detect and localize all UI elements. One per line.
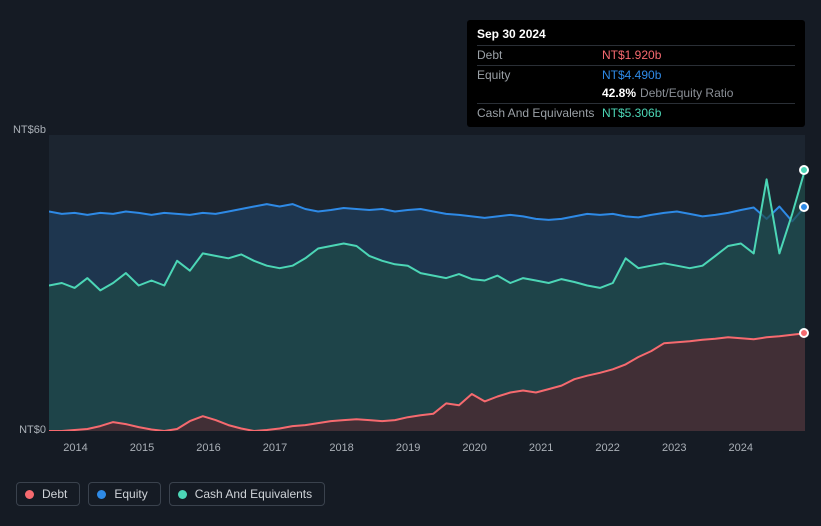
- x-axis: 2014 2015 2016 2017 2018 2019 2020 2021 2022 2023…: [49, 442, 805, 462]
- x-tick: 2016: [196, 442, 220, 454]
- series-end-marker: [799, 202, 809, 212]
- x-tick: 2021: [529, 442, 553, 454]
- tooltip-ratio-label: Debt/Equity Ratio: [640, 86, 733, 100]
- x-tick: 2019: [396, 442, 420, 454]
- x-tick: 2017: [263, 442, 287, 454]
- hover-tooltip: Sep 30 2024 Debt NT$1.920b Equity NT$4.4…: [467, 20, 805, 127]
- plot-svg: [49, 135, 805, 431]
- tooltip-label: Cash And Equivalents: [477, 105, 602, 122]
- x-tick: 2015: [130, 442, 154, 454]
- series-end-marker: [799, 328, 809, 338]
- tooltip-ratio-pct: 42.8%: [602, 86, 636, 100]
- x-tick: 2022: [595, 442, 619, 454]
- chart: NT$6b NT$0 20142015201620172018201920202…: [16, 124, 805, 464]
- tooltip-row-cash: Cash And Equivalents NT$5.306b: [477, 103, 795, 123]
- series-end-marker: [799, 165, 809, 175]
- x-tick: 2020: [462, 442, 486, 454]
- tooltip-value: NT$4.490b: [602, 67, 661, 84]
- legend-label: Debt: [42, 487, 67, 501]
- tooltip-row-ratio: 42.8% Debt/Equity Ratio: [477, 84, 795, 103]
- tooltip-value: NT$5.306b: [602, 105, 661, 122]
- tooltip-label: [477, 85, 602, 102]
- tooltip-value: NT$1.920b: [602, 47, 661, 64]
- legend-item-debt[interactable]: Debt: [16, 482, 80, 506]
- tooltip-label: Equity: [477, 67, 602, 84]
- y-tick-bottom: NT$0: [6, 424, 46, 436]
- legend-label: Equity: [114, 487, 147, 501]
- legend-label: Cash And Equivalents: [195, 487, 312, 501]
- tooltip-date: Sep 30 2024: [477, 26, 795, 43]
- x-tick: 2023: [662, 442, 686, 454]
- legend-dot: [25, 490, 34, 499]
- y-tick-top: NT$6b: [6, 124, 46, 136]
- plot-area[interactable]: [49, 135, 805, 431]
- x-tick: 2018: [329, 442, 353, 454]
- legend-dot: [97, 490, 106, 499]
- tooltip-row-equity: Equity NT$4.490b: [477, 65, 795, 85]
- tooltip-row-debt: Debt NT$1.920b: [477, 45, 795, 65]
- x-tick: 2014: [63, 442, 87, 454]
- legend-dot: [178, 490, 187, 499]
- x-tick: 2024: [728, 442, 752, 454]
- legend-item-cash[interactable]: Cash And Equivalents: [169, 482, 325, 506]
- legend-item-equity[interactable]: Equity: [88, 482, 160, 506]
- tooltip-label: Debt: [477, 47, 602, 64]
- legend: Debt Equity Cash And Equivalents: [16, 482, 325, 506]
